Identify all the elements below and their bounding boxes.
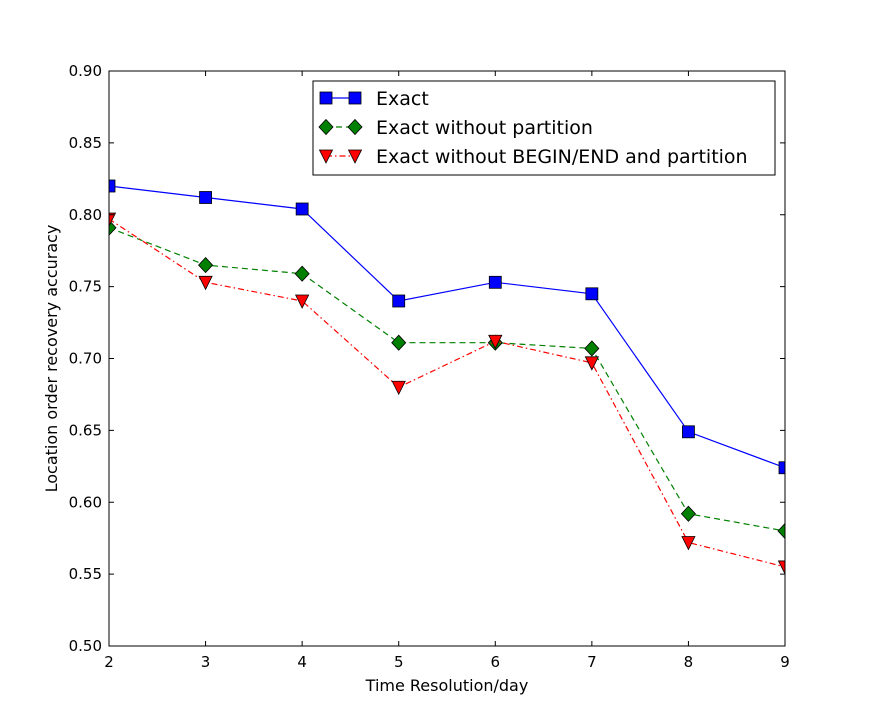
y-tick-label: 0.55: [69, 565, 102, 583]
x-tick-label: 9: [780, 653, 790, 671]
legend-label: Exact without BEGIN/END and partition: [376, 146, 748, 168]
y-tick-label: 0.75: [69, 278, 102, 296]
data-point: [391, 380, 406, 396]
data-point: [198, 256, 214, 274]
series-line: [109, 218, 785, 568]
data-point: [198, 275, 213, 291]
y-tick-label: 0.80: [69, 206, 102, 224]
series-line: [109, 185, 785, 469]
x-tick-label: 3: [201, 653, 211, 671]
data-point: [109, 212, 117, 227]
legend-marker: [348, 91, 362, 105]
y-tick-label: 0.90: [69, 62, 102, 80]
data-point: [584, 340, 600, 357]
y-tick-label: 0.85: [69, 134, 102, 152]
legend-marker: [319, 91, 333, 105]
data-point: [584, 356, 600, 371]
data-point: [488, 334, 503, 350]
data-point: [199, 191, 212, 204]
legend-marker: [318, 149, 334, 164]
series-layer: [109, 179, 785, 575]
y-tick-label: 0.60: [69, 493, 102, 511]
x-tick-label: 5: [394, 653, 404, 671]
x-tick-label: 4: [297, 653, 307, 671]
data-point: [681, 536, 696, 551]
legend-entry: Exact without partition: [318, 117, 593, 139]
data-point: [680, 505, 696, 522]
legend-label: Exact without partition: [376, 117, 593, 139]
x-tick-label: 6: [491, 653, 501, 671]
y-tick-label: 0.65: [69, 421, 102, 439]
legend-frame: [312, 80, 776, 176]
data-point: [294, 294, 310, 309]
x-axis-label: Time Resolution/day: [365, 676, 529, 695]
data-point: [777, 522, 785, 540]
data-point: [109, 179, 116, 193]
data-point: [391, 334, 407, 351]
data-point: [488, 275, 502, 289]
series-line: [109, 227, 785, 532]
legend-label: Exact: [376, 88, 429, 110]
x-tick-label: 8: [684, 653, 694, 671]
data-point: [778, 461, 785, 475]
series-3: [109, 212, 785, 575]
legend-entry: Exact: [319, 88, 429, 110]
y-tick-label: 0.70: [69, 350, 102, 368]
data-point: [682, 425, 695, 439]
legend: Exact Exact without partition Exact withou…: [312, 80, 776, 176]
data-point: [777, 560, 785, 575]
legend-entry: Exact without BEGIN/END and partition: [318, 146, 748, 168]
y-axis-label: Location order recovery accuracy: [42, 225, 61, 493]
data-point: [109, 219, 117, 236]
legend-marker: [347, 149, 363, 164]
ticks-layer: 2 3 4 5 6 7 8 9 0.50 0.55 0.60 0.65 0.70 0.75 0.80 0.85…: [69, 62, 790, 671]
x-tick-label: 7: [587, 653, 597, 671]
data-point: [295, 202, 309, 216]
x-tick-label: 2: [104, 653, 114, 671]
data-point: [392, 294, 406, 308]
y-tick-label: 0.50: [69, 637, 102, 655]
data-point: [294, 265, 310, 282]
series-1: [109, 179, 785, 475]
legend-marker: [347, 118, 363, 136]
data-point: [585, 287, 599, 301]
legend-marker: [318, 118, 334, 136]
